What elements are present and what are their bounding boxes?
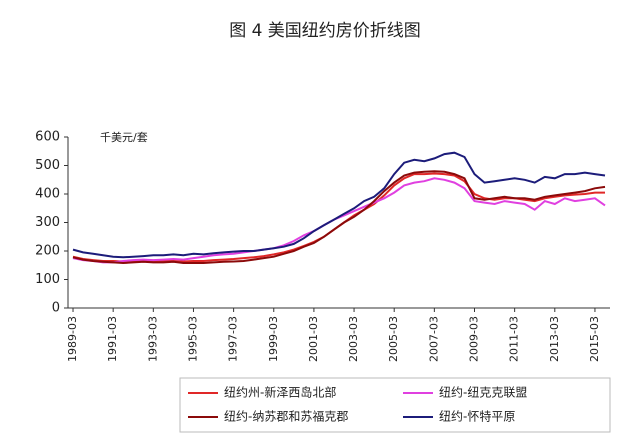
legend-label: 纽约-怀特平原: [439, 409, 515, 424]
x-tick-label: 2011-03: [508, 316, 521, 362]
legend-box: [179, 377, 611, 433]
legend-label: 纽约-纽克克联盟: [439, 385, 527, 400]
y-tick-label: 0: [52, 301, 60, 316]
chart-title: 图 4 美国纽约房价折线图: [229, 21, 421, 41]
line-series: [72, 170, 606, 265]
x-tick-label: 1999-03: [267, 316, 280, 362]
y-tick-label: 300: [35, 215, 60, 230]
x-tick-label: 2003-03: [347, 316, 360, 362]
x-tick-label: 1995-03: [186, 316, 199, 362]
x-tick-label: 2005-03: [387, 316, 400, 362]
x-tick-label: 2001-03: [307, 316, 320, 362]
x-tick-label: 2013-03: [548, 316, 561, 362]
y-tick-label: 600: [35, 130, 60, 145]
x-tick-label: 2015-03: [588, 316, 601, 362]
y-tick-label: 500: [35, 158, 60, 173]
y-unit-label: 千美元/套: [100, 131, 148, 144]
line-series: [72, 177, 606, 264]
line-series: [72, 151, 606, 259]
x-tick-label: 1997-03: [227, 316, 240, 362]
x-tick-label: 1991-03: [106, 316, 119, 362]
legend-label: 纽约州-新泽西岛北部: [224, 385, 336, 400]
x-tick-label: 1989-03: [66, 316, 79, 362]
legend-label: 纽约-纳苏郡和苏福克郡: [224, 409, 348, 424]
y-tick-label: 200: [35, 244, 60, 259]
x-tick-label: 2009-03: [468, 316, 481, 362]
x-tick-label: 1993-03: [146, 316, 159, 362]
y-tick-label: 100: [35, 272, 60, 287]
y-tick-label: 400: [35, 187, 60, 202]
x-tick-label: 2007-03: [427, 316, 440, 362]
